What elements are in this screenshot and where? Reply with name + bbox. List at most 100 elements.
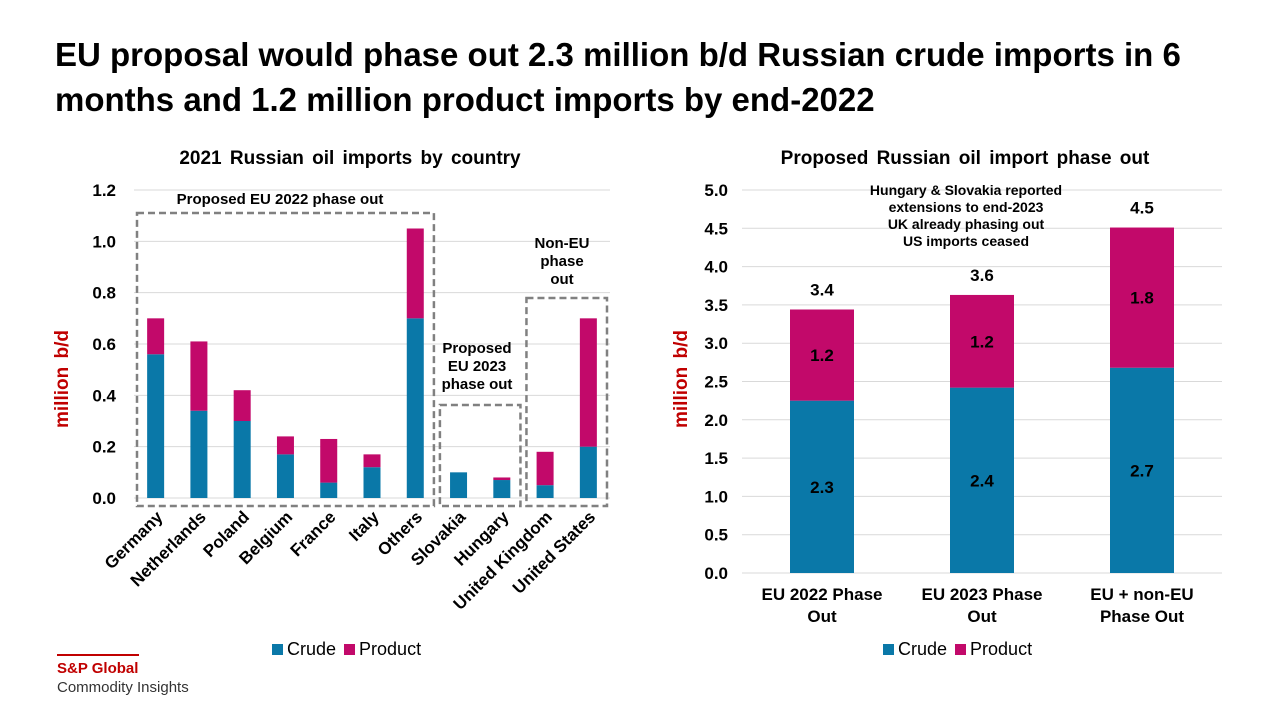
legend-product: Product bbox=[344, 639, 421, 660]
right-bar-crude bbox=[950, 387, 1014, 573]
right-bar-total-label: 3.4 bbox=[810, 280, 834, 299]
right-ytick-label: 0.0 bbox=[704, 564, 728, 583]
crude-swatch bbox=[272, 644, 283, 655]
right-category-label-line: EU 2022 Phase bbox=[762, 585, 883, 604]
left-annotation-noneu-line: Non-EU bbox=[535, 235, 590, 252]
right-category-label-line: Out bbox=[807, 607, 837, 626]
left-annotation-eu2023-line: Proposed bbox=[442, 340, 511, 357]
right-annotation-line: UK already phasing out bbox=[888, 216, 1045, 232]
left-bar-crude bbox=[536, 485, 554, 498]
left-bar-crude bbox=[233, 421, 251, 498]
right-chart-title: Proposed Russian oil import phase out bbox=[780, 148, 1150, 169]
right-bar-total-label: 4.5 bbox=[1130, 199, 1154, 218]
logo-bar bbox=[57, 654, 139, 656]
right-bar-data-label: 2.4 bbox=[970, 471, 994, 490]
right-ytick-label: 3.0 bbox=[704, 334, 728, 353]
left-bar-crude bbox=[190, 410, 208, 498]
left-bar-product bbox=[363, 454, 381, 468]
left-chart-legend: Crude Product bbox=[272, 639, 421, 660]
left-bar-crude bbox=[363, 467, 381, 498]
left-chart-ylabel: million b/d bbox=[52, 330, 73, 428]
right-ytick-label: 5.0 bbox=[704, 181, 728, 200]
left-bar-crude bbox=[450, 472, 468, 498]
legend-product-label: Product bbox=[359, 639, 422, 659]
left-ytick-label: 1.2 bbox=[92, 181, 116, 200]
left-bar-crude bbox=[579, 446, 597, 498]
left-category-label: Italy bbox=[345, 507, 383, 545]
legend-product: Product bbox=[955, 639, 1032, 660]
left-bar-product bbox=[493, 477, 511, 481]
left-ytick-label: 0.0 bbox=[92, 489, 116, 508]
slide-title: EU proposal would phase out 2.3 million … bbox=[55, 36, 1181, 118]
left-bar-product bbox=[536, 451, 554, 486]
logo-sub: Commodity Insights bbox=[57, 679, 189, 696]
right-ytick-label: 4.0 bbox=[704, 258, 728, 277]
right-category-label-line: EU 2023 Phase bbox=[922, 585, 1043, 604]
legend-product-label: Product bbox=[970, 639, 1033, 659]
left-bar-crude bbox=[147, 354, 165, 498]
right-bar-data-label: 2.7 bbox=[1130, 461, 1154, 480]
left-annotation-eu2023-line: EU 2023 bbox=[448, 358, 506, 375]
right-chart: 0.0 0.5 1.0 1.5 2.0 2.5 3.0 3.5 4.0 4.5 5.0 2.3 1.2 3… bbox=[704, 181, 1222, 626]
right-ytick-label: 1.5 bbox=[704, 449, 728, 468]
left-bar-crude bbox=[406, 318, 424, 498]
left-bar-product bbox=[233, 390, 251, 421]
left-ytick-label: 0.4 bbox=[92, 386, 116, 405]
crude-swatch bbox=[883, 644, 894, 655]
right-bar-data-label: 1.2 bbox=[810, 346, 834, 365]
right-category-label-line: Out bbox=[967, 607, 997, 626]
right-bar-crude bbox=[1110, 367, 1174, 573]
left-category-label: France bbox=[287, 507, 340, 560]
right-category-label: EU + non-EU Phase Out bbox=[1090, 585, 1193, 626]
right-ytick-label: 4.5 bbox=[704, 219, 728, 238]
right-ytick-label: 2.5 bbox=[704, 373, 728, 392]
right-ytick-label: 1.0 bbox=[704, 487, 728, 506]
right-annotation: Hungary & Slovakia reported extensions to… bbox=[870, 182, 1062, 249]
left-annotation-eu2023: Proposed EU 2023 phase out bbox=[442, 340, 513, 393]
left-bar-product bbox=[190, 341, 208, 411]
product-swatch bbox=[955, 644, 967, 655]
right-annotation-line: Hungary & Slovakia reported bbox=[870, 182, 1062, 198]
right-bar-product bbox=[790, 309, 854, 401]
right-ytick-label: 2.0 bbox=[704, 411, 728, 430]
left-ytick-label: 0.6 bbox=[92, 335, 116, 354]
left-annotation-noneu-line: phase bbox=[540, 253, 583, 270]
right-category-label: EU 2022 Phase Out bbox=[762, 585, 883, 626]
logo-brand: S&P Global bbox=[57, 660, 139, 677]
left-group-box bbox=[525, 296, 609, 508]
left-annotation-noneu: Non-EU phase out bbox=[535, 235, 590, 288]
left-bar-product bbox=[579, 318, 597, 447]
right-bar-data-label: 1.2 bbox=[970, 332, 994, 351]
right-chart-legend: Crude Product bbox=[883, 639, 1032, 660]
left-bar-product bbox=[276, 436, 294, 455]
left-ytick-label: 0.8 bbox=[92, 284, 116, 303]
left-bar-crude bbox=[276, 454, 294, 498]
left-bar-product bbox=[406, 228, 424, 319]
right-chart-ylabel: million b/d bbox=[671, 330, 692, 428]
left-chart-title: 2021 Russian oil imports by country bbox=[179, 148, 521, 169]
legend-crude: Crude bbox=[883, 639, 947, 660]
left-bar-crude bbox=[320, 482, 338, 498]
right-ytick-label: 0.5 bbox=[704, 526, 728, 545]
product-swatch bbox=[344, 644, 356, 655]
left-annotation-eu2023-line: phase out bbox=[442, 376, 513, 393]
right-category-label-line: EU + non-EU bbox=[1090, 585, 1193, 604]
legend-crude-label: Crude bbox=[898, 639, 948, 659]
left-annotation-noneu-line: out bbox=[550, 271, 573, 288]
right-bar-data-label: 2.3 bbox=[810, 478, 834, 497]
right-bar-product bbox=[1110, 227, 1174, 368]
legend-crude-label: Crude bbox=[287, 639, 337, 659]
left-bar-product bbox=[147, 318, 165, 355]
right-ytick-label: 3.5 bbox=[704, 296, 728, 315]
legend-crude: Crude bbox=[272, 639, 336, 660]
left-ytick-label: 0.2 bbox=[92, 438, 116, 457]
right-category-label: EU 2023 Phase Out bbox=[922, 585, 1043, 626]
right-bar-crude bbox=[790, 400, 854, 573]
right-annotation-line: extensions to end-2023 bbox=[889, 199, 1044, 215]
left-bar-product bbox=[320, 438, 338, 483]
left-annotation-eu2022: Proposed EU 2022 phase out bbox=[177, 191, 384, 208]
right-category-label-line: Phase Out bbox=[1100, 607, 1184, 626]
sp-global-logo: S&P Global Commodity Insights bbox=[57, 654, 189, 697]
right-bar-data-label: 1.8 bbox=[1130, 289, 1154, 308]
right-bar-total-label: 3.6 bbox=[970, 266, 994, 285]
